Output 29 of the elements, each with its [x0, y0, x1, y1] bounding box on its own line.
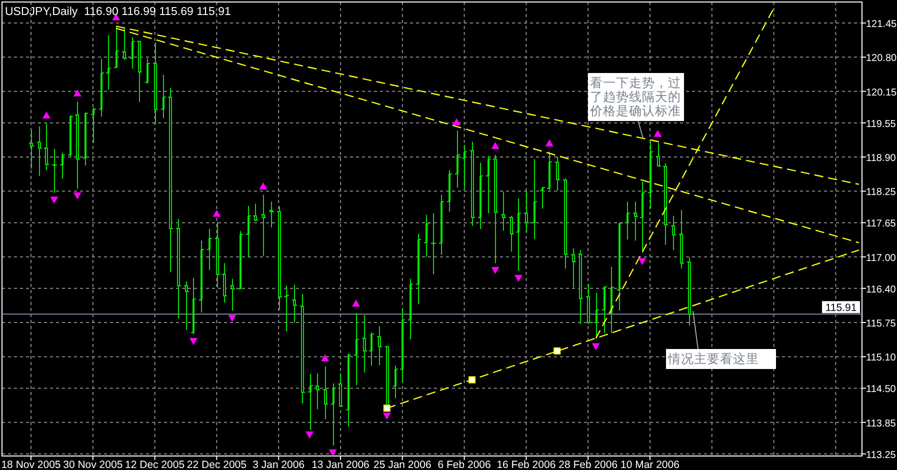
x-tick-label: 18 Nov 2005: [1, 459, 61, 470]
annotation: 情况主要看这里: [667, 351, 759, 366]
ref-line-label: 115.91: [825, 302, 857, 314]
chart-title: USDJPY,Daily 116.90 116.99 115.69 115.91: [5, 6, 231, 18]
annotation: 看一下走势，过了趋势线隔天的价格是确认标准: [589, 76, 681, 118]
y-tick-label: 115.75: [866, 318, 896, 330]
y-tick-label: 120.15: [866, 87, 897, 98]
y-tick-label: 114.50: [866, 384, 896, 396]
x-tick-label: 6 Feb 2006: [438, 459, 492, 470]
y-tick-label: 120.80: [866, 53, 897, 64]
y-tick-label: 113.25: [866, 450, 896, 461]
x-tick-label: 30 Nov 2005: [63, 459, 123, 470]
y-tick-label: 119.55: [866, 118, 896, 130]
x-tick-label: 12 Dec 2005: [125, 459, 185, 470]
x-tick-label: 25 Jan 2006: [373, 459, 432, 470]
x-tick-label: 16 Feb 2006: [496, 459, 556, 470]
y-tick-label: 118.90: [866, 153, 896, 164]
y-tick-label: 121.45: [866, 19, 897, 30]
x-tick-label: 3 Jan 2006: [252, 459, 305, 470]
x-tick-label: 28 Feb 2006: [558, 459, 618, 470]
y-tick-label: 118.25: [866, 187, 896, 198]
y-tick-label: 113.85: [866, 418, 896, 430]
y-tick-label: 117.00: [866, 252, 896, 264]
x-tick-label: 22 Dec 2005: [186, 459, 247, 470]
x-tick-label: 13 Jan 2006: [312, 459, 370, 470]
x-tick-label: 10 Mar 2006: [620, 459, 680, 470]
y-tick-label: 116.40: [866, 284, 896, 296]
y-tick-label: 115.10: [866, 352, 896, 364]
y-tick-label: 117.65: [866, 218, 896, 230]
